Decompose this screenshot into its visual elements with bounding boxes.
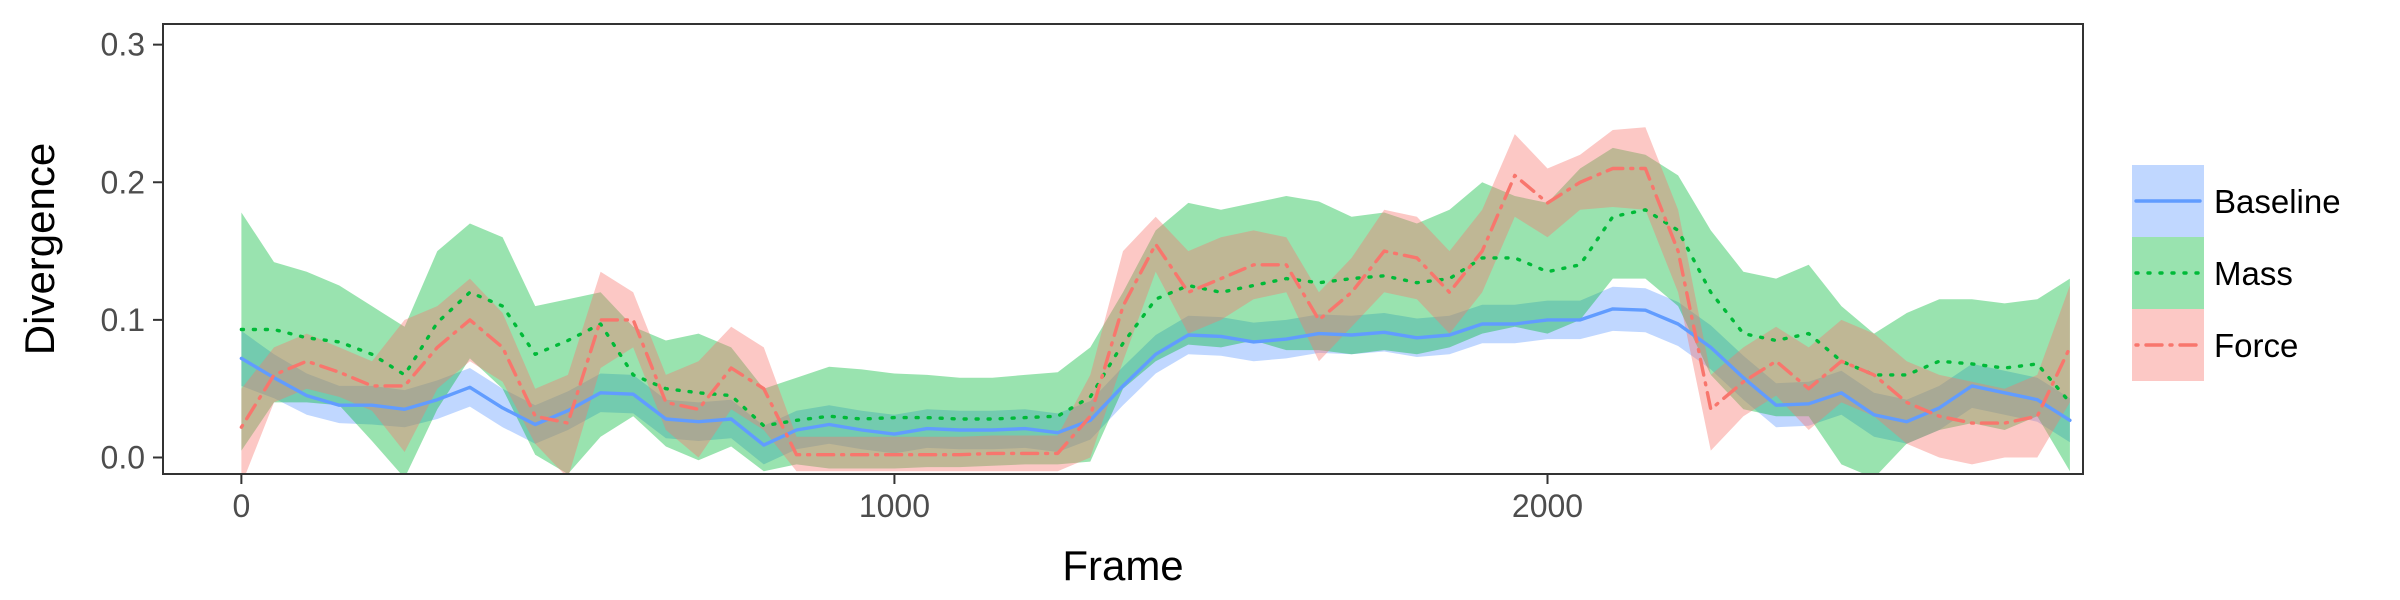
x-tick-label: 0: [232, 488, 250, 524]
force-band: [241, 127, 2070, 474]
legend-item-force: Force: [2132, 309, 2298, 381]
mass-band: [241, 147, 2070, 474]
legend-item-baseline: Baseline: [2132, 165, 2341, 237]
y-tick-label: 0.1: [101, 302, 145, 338]
y-axis-title: Divergence: [16, 143, 63, 355]
legend: Baseline Mass Force: [2132, 165, 2341, 381]
y-axis: 0.0 0.1 0.2 0.3: [101, 27, 163, 475]
force-line: [239, 166, 2072, 457]
y-tick-label: 0.2: [101, 164, 145, 200]
legend-label-mass: Mass: [2214, 255, 2293, 292]
x-axis: 0 1000 2000: [232, 474, 1583, 524]
x-tick-label: 2000: [1512, 488, 1583, 524]
plot-background: [163, 24, 2083, 474]
legend-key-mass: [2132, 237, 2204, 309]
plot-border: [162, 23, 2084, 475]
legend-item-mass: Mass: [2132, 237, 2293, 309]
y-tick-label: 0.3: [101, 27, 145, 63]
x-axis-title: Frame: [1062, 542, 1183, 589]
x-tick-label: 1000: [859, 488, 930, 524]
y-tick-label: 0.0: [101, 439, 145, 475]
legend-label-baseline: Baseline: [2214, 183, 2341, 220]
mass-line: [239, 208, 2072, 428]
legend-label-force: Force: [2214, 327, 2298, 364]
series-lines: [239, 166, 2072, 457]
